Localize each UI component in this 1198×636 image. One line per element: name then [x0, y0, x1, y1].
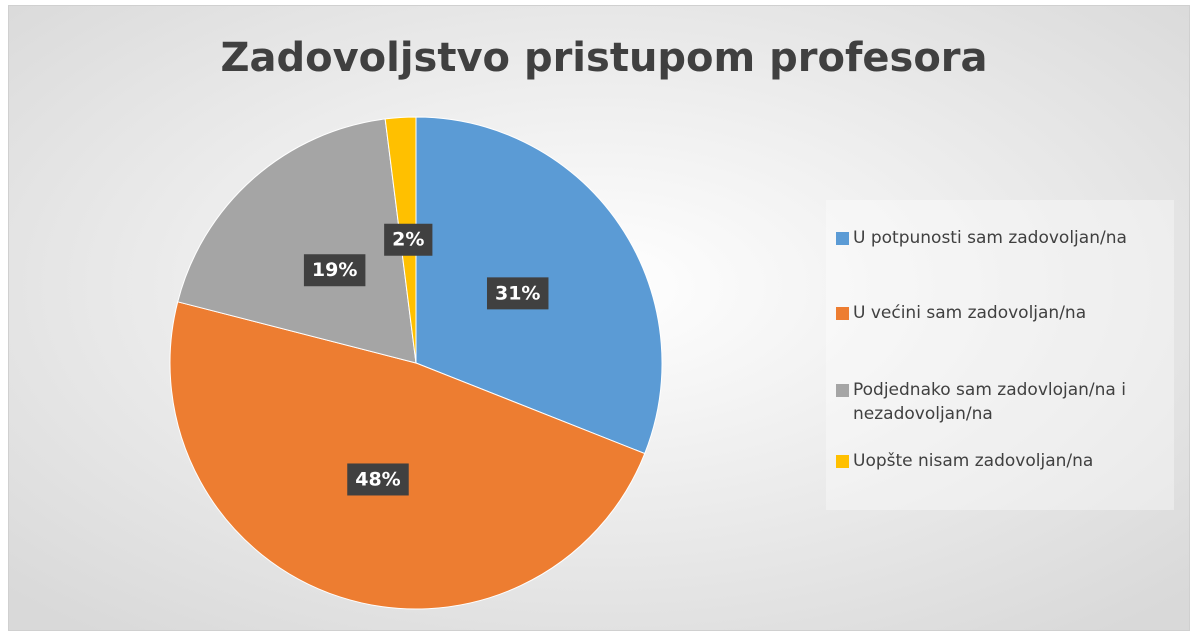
legend-label: U potpunosti sam zadovoljan/na	[853, 228, 1127, 248]
legend-swatch	[836, 384, 849, 397]
legend-label: U većini sam zadovoljan/na	[853, 303, 1087, 323]
data-label: 2%	[384, 223, 433, 256]
legend-item: Uopšte nisam zadovoljan/na	[836, 449, 1174, 473]
data-label-box	[347, 463, 409, 496]
data-label: 48%	[347, 463, 409, 496]
legend-swatch	[836, 307, 849, 320]
data-label-text: 19%	[312, 259, 357, 281]
data-label-box	[486, 277, 549, 310]
legend-label: Uopšte nisam zadovoljan/na	[853, 451, 1094, 471]
legend-swatch	[836, 455, 849, 468]
data-label-text: 48%	[355, 468, 400, 490]
data-label: 31%	[486, 277, 549, 310]
data-label-box	[303, 254, 366, 287]
data-label-text: 2%	[392, 229, 424, 251]
legend-item: U potpunosti sam zadovoljan/na	[836, 226, 1174, 250]
chart-title: Zadovoljstvo pristupom profesora	[220, 35, 987, 81]
pie-slice	[177, 118, 417, 364]
data-label: 19%	[303, 254, 366, 287]
data-label-box	[384, 223, 433, 256]
legend-swatch	[836, 232, 849, 245]
legend-item: U većini sam zadovoljan/na	[836, 301, 1174, 325]
legend-label: Podjednako sam zadovlojan/na i nezadovol…	[853, 380, 1126, 424]
pie-slice	[169, 301, 646, 610]
data-label-text: 31%	[495, 282, 540, 304]
legend: U potpunosti sam zadovoljan/na U većini s…	[826, 200, 1174, 510]
legend-item: Podjednako sam zadovlojan/na i nezadovol…	[836, 378, 1174, 426]
